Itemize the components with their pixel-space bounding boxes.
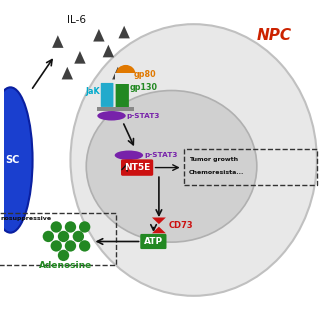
Circle shape <box>79 240 90 252</box>
Text: Tumor growth: Tumor growth <box>189 156 238 162</box>
Circle shape <box>65 240 76 252</box>
Polygon shape <box>103 45 114 57</box>
Circle shape <box>51 221 62 233</box>
Text: nosuppressive: nosuppressive <box>1 216 52 221</box>
Circle shape <box>79 221 90 233</box>
Bar <box>97 107 134 111</box>
Polygon shape <box>118 26 130 38</box>
Text: gp80: gp80 <box>134 69 156 79</box>
FancyBboxPatch shape <box>121 159 153 176</box>
Text: JaK: JaK <box>86 87 100 96</box>
Ellipse shape <box>0 87 33 233</box>
Ellipse shape <box>115 150 143 160</box>
Text: SC: SC <box>5 155 19 165</box>
Bar <box>184 149 317 185</box>
Text: IL-6: IL-6 <box>67 15 86 25</box>
Text: Chemoresista...: Chemoresista... <box>189 170 244 175</box>
FancyBboxPatch shape <box>116 79 129 108</box>
Polygon shape <box>52 35 63 48</box>
Ellipse shape <box>86 91 257 242</box>
Circle shape <box>43 231 54 242</box>
Text: NPC: NPC <box>257 28 292 43</box>
Text: CD73: CD73 <box>169 221 194 230</box>
Ellipse shape <box>116 65 136 83</box>
Polygon shape <box>93 29 105 42</box>
Polygon shape <box>74 51 86 64</box>
Ellipse shape <box>97 111 126 121</box>
Circle shape <box>51 240 62 252</box>
Text: Adenosine: Adenosine <box>39 261 92 270</box>
Polygon shape <box>152 227 166 233</box>
Text: ATP: ATP <box>144 237 163 246</box>
Text: p-STAT3: p-STAT3 <box>145 152 178 158</box>
FancyBboxPatch shape <box>101 83 113 107</box>
FancyBboxPatch shape <box>140 234 166 249</box>
Bar <box>115 74 140 84</box>
Circle shape <box>73 231 84 242</box>
Polygon shape <box>112 67 124 79</box>
Ellipse shape <box>70 24 317 296</box>
Polygon shape <box>62 67 73 79</box>
Text: NT5E: NT5E <box>124 163 150 172</box>
Circle shape <box>58 250 69 261</box>
Text: gp130: gp130 <box>130 84 158 92</box>
Circle shape <box>58 231 69 242</box>
Polygon shape <box>152 218 166 224</box>
Bar <box>0 213 116 265</box>
Text: p-STAT3: p-STAT3 <box>127 113 160 119</box>
Circle shape <box>65 221 76 233</box>
